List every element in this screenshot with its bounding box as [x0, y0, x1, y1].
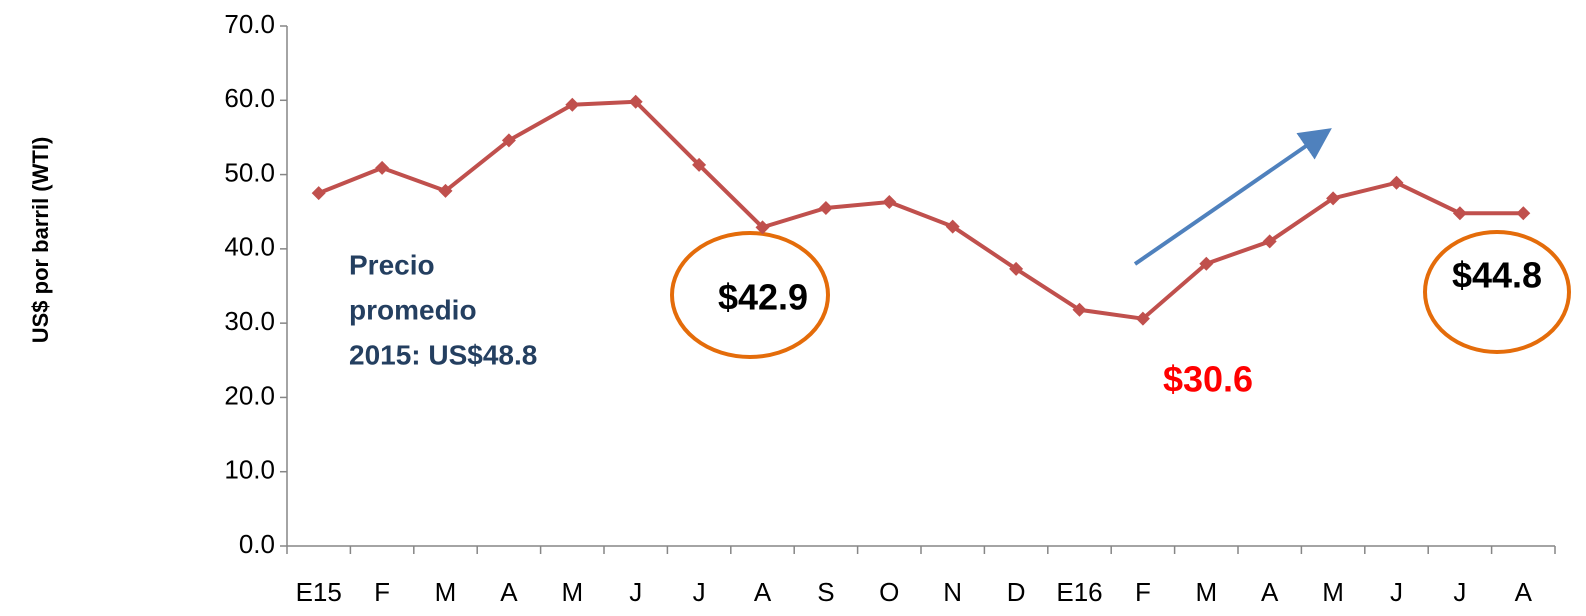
x-tick-label: E16: [1056, 577, 1102, 607]
x-tick-label: J: [1453, 577, 1466, 607]
annotation: $30.6: [1163, 359, 1253, 400]
marker: [1262, 234, 1277, 249]
marker: [818, 201, 833, 215]
x-tick-label: M: [561, 577, 583, 607]
y-tick-label: 40.0: [224, 232, 275, 262]
marker: [565, 97, 580, 112]
x-tick-label: D: [1007, 577, 1026, 607]
annotation: $44.8: [1452, 255, 1542, 296]
marker: [375, 160, 390, 175]
x-tick-label: M: [1322, 577, 1344, 607]
marker: [438, 183, 453, 198]
annotation: Precio: [349, 249, 435, 280]
marker: [1199, 256, 1214, 271]
marker: [692, 157, 707, 172]
x-tick-label: E15: [296, 577, 342, 607]
marker: [1326, 191, 1341, 206]
x-tick-label: F: [374, 577, 390, 607]
marker: [882, 195, 897, 210]
x-tick-label: A: [500, 577, 518, 607]
y-tick-label: 60.0: [224, 83, 275, 113]
marker: [1389, 175, 1404, 190]
y-tick-label: 20.0: [224, 380, 275, 410]
marker: [1135, 311, 1150, 326]
annotation: promedio: [349, 294, 477, 325]
x-tick-label: M: [435, 577, 457, 607]
marker: [945, 219, 960, 234]
marker: [755, 220, 770, 235]
marker: [501, 133, 516, 148]
y-tick-label: 70.0: [224, 9, 275, 39]
highlight-circle: [670, 231, 830, 359]
x-tick-label: S: [817, 577, 834, 607]
trend-arrow: [1133, 128, 1332, 266]
x-tick-label: J: [629, 577, 642, 607]
y-tick-label: 10.0: [224, 455, 275, 485]
y-tick-label: 0.0: [239, 529, 275, 559]
x-tick-label: F: [1135, 577, 1151, 607]
x-tick-label: N: [943, 577, 962, 607]
x-tick-label: A: [1515, 577, 1533, 607]
marker: [1072, 302, 1087, 317]
marker: [1452, 206, 1467, 221]
x-tick-label: A: [1261, 577, 1279, 607]
marker: [1009, 261, 1024, 276]
highlight-circle: [1423, 230, 1571, 354]
annotation: 2015: US$48.8: [349, 339, 537, 370]
x-tick-label: J: [693, 577, 706, 607]
x-tick-label: A: [754, 577, 772, 607]
marker: [628, 94, 643, 109]
y-tick-label: 50.0: [224, 157, 275, 187]
y-tick-label: 30.0: [224, 306, 275, 336]
annotation: $42.9: [718, 277, 808, 318]
x-tick-label: J: [1390, 577, 1403, 607]
x-tick-label: M: [1195, 577, 1217, 607]
marker: [1516, 206, 1531, 221]
y-axis-label: US$ por barril (WTI): [28, 137, 53, 344]
line: [317, 99, 1524, 321]
x-tick-label: O: [879, 577, 899, 607]
marker: [311, 186, 326, 201]
